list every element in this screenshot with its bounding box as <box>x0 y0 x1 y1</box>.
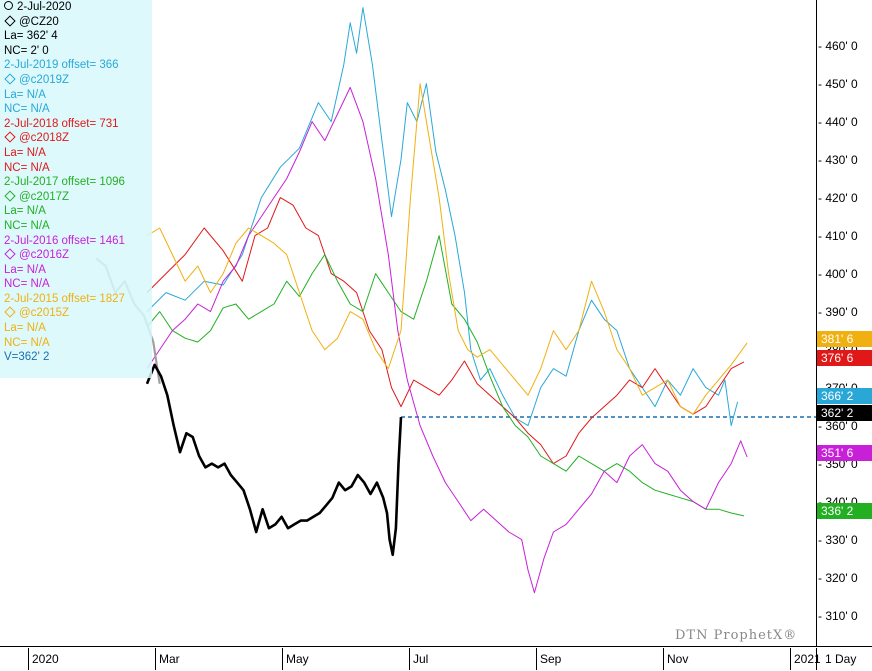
price-tag: 366' 2 <box>817 388 872 404</box>
time-axis-separator <box>409 648 410 670</box>
legend-comparison-change: NC= N/A <box>0 161 152 176</box>
legend-comparison-last: La= N/A <box>0 263 152 278</box>
legend-comparison-symbol: @c2018Z <box>0 131 152 146</box>
period-selector[interactable]: 1 Day <box>816 648 872 670</box>
watermark: DTN ProphetX® <box>675 628 798 643</box>
legend-comparison-last: La= N/A <box>0 88 152 103</box>
price-tick-label: - 420' 0 <box>818 190 858 205</box>
price-tick-label: - 460' 0 <box>818 38 858 53</box>
legend-comparison-change: NC= N/A <box>0 336 152 351</box>
price-tag: 336' 2 <box>817 503 872 519</box>
legend-date: 2-Jul-2020 <box>17 1 72 13</box>
price-tick-label: - 320' 0 <box>818 570 858 585</box>
legend-comparison-header-text: 2-Jul-2015 offset= 1827 <box>4 292 125 305</box>
legend-comparison-header: 2-Jul-2016 offset= 1461 <box>0 234 152 249</box>
price-tick-label: - 400' 0 <box>818 266 858 281</box>
time-axis-separator <box>790 648 791 670</box>
series-line-5 <box>146 86 748 594</box>
price-tick-label: - 430' 0 <box>818 152 858 167</box>
time-tick-label: May <box>286 652 309 666</box>
legend-comparison-last-text: La= N/A <box>4 88 46 101</box>
diamond-icon <box>4 131 16 144</box>
legend-comparison-change-text: NC= N/A <box>4 336 50 349</box>
legend-main-change: NC= 2' 0 <box>4 44 49 57</box>
legend-comparisons: 2-Jul-2019 offset= 366 @c2019Z La= N/A NC= … <box>0 58 152 350</box>
price-tag: 381' 6 <box>817 331 872 347</box>
price-axis[interactable] <box>816 0 872 646</box>
legend-comparison-symbol-text: @c2016Z <box>19 249 70 262</box>
legend-comparison-header-text: 2-Jul-2019 offset= 366 <box>4 59 119 72</box>
time-tick-label: Mar <box>159 652 180 666</box>
price-tick-label: - 410' 0 <box>818 228 858 243</box>
time-tick-label: 2021 <box>794 652 821 666</box>
legend-comparison-symbol-text: @c2019Z <box>19 73 70 86</box>
price-tick-label: - 360' 0 <box>818 418 858 433</box>
legend-comparison-symbol-text: @c2015Z <box>19 307 70 320</box>
legend-comparison-last: La= N/A <box>0 204 152 219</box>
legend-main-symbol: @CZ20 <box>19 15 59 28</box>
legend-main-symbol-row: @CZ20 <box>0 14 152 30</box>
time-tick-label: 2020 <box>32 652 59 666</box>
legend-comparison-change-text: NC= N/A <box>4 161 50 174</box>
series-layer <box>95 7 748 594</box>
legend-comparison-symbol: @c2015Z <box>0 306 152 321</box>
series-line-0 <box>145 363 403 557</box>
series-line-2 <box>146 7 739 427</box>
price-tick-label: - 440' 0 <box>818 114 858 129</box>
legend-comparison-header-text: 2-Jul-2017 offset= 1096 <box>4 176 125 189</box>
legend-comparison-header-text: 2-Jul-2016 offset= 1461 <box>4 234 125 247</box>
legend-comparison-change-text: NC= N/A <box>4 278 50 291</box>
price-tick-label: - 390' 0 <box>818 304 858 319</box>
time-tick-label: Jul <box>413 652 429 666</box>
chart-legend[interactable]: 2-Jul-2020 @CZ20 La= 362' 4 NC= 2' 0 2-J… <box>0 0 152 378</box>
time-axis-separator <box>663 648 664 670</box>
time-axis[interactable] <box>0 646 872 671</box>
price-tag: 362' 2 <box>817 405 872 421</box>
legend-comparison-header: 2-Jul-2015 offset= 1827 <box>0 292 152 307</box>
legend-comparison-change: NC= N/A <box>0 102 152 117</box>
legend-comparison-symbol: @c2016Z <box>0 248 152 263</box>
legend-comparison-change: NC= N/A <box>0 219 152 234</box>
legend-volume: V=362' 2 <box>4 351 50 364</box>
legend-comparison-change: NC= N/A <box>0 277 152 292</box>
legend-comparison-symbol-text: @c2017Z <box>19 190 70 203</box>
series-line-3 <box>146 197 745 465</box>
legend-comparison-last-text: La= N/A <box>4 263 46 276</box>
legend-comparison-header-text: 2-Jul-2018 offset= 731 <box>4 117 119 130</box>
legend-comparison-last-text: La= N/A <box>4 322 46 335</box>
legend-comparison-symbol-text: @c2018Z <box>19 132 70 145</box>
legend-comparison-last-text: La= N/A <box>4 205 46 218</box>
diamond-icon <box>4 248 16 260</box>
time-tick-label: Nov <box>667 652 689 666</box>
legend-date-row: 2-Jul-2020 <box>0 0 152 15</box>
price-tag: 376' 6 <box>817 350 872 366</box>
legend-main-last: La= 362' 4 <box>4 30 58 43</box>
time-axis-separator <box>282 648 283 670</box>
series-line-6 <box>146 83 748 415</box>
diamond-icon <box>4 14 16 27</box>
time-axis-separator <box>155 648 156 670</box>
legend-comparison-symbol: @c2017Z <box>0 190 152 205</box>
legend-comparison-last: La= N/A <box>0 146 152 161</box>
diamond-icon <box>4 190 16 202</box>
time-axis-separator <box>536 648 537 670</box>
magnifier-icon <box>4 1 13 10</box>
price-tick-label: - 330' 0 <box>818 532 858 547</box>
legend-comparison-last-text: La= N/A <box>4 146 46 159</box>
price-tag: 351' 6 <box>817 445 872 461</box>
price-tick-label: - 310' 0 <box>818 608 858 623</box>
diamond-icon <box>4 306 16 319</box>
series-line-4 <box>146 235 745 517</box>
legend-comparison-change-text: NC= N/A <box>4 219 50 232</box>
time-tick-label: Sep <box>540 652 562 666</box>
diamond-icon <box>4 73 16 85</box>
time-axis-separator <box>28 648 29 670</box>
legend-comparison-change-text: NC= N/A <box>4 103 50 116</box>
legend-comparison-last: La= N/A <box>0 321 152 336</box>
legend-comparison-header: 2-Jul-2018 offset= 731 <box>0 117 152 132</box>
legend-comparison-header: 2-Jul-2017 offset= 1096 <box>0 175 152 190</box>
price-tick-label: - 450' 0 <box>818 76 858 91</box>
legend-comparison-symbol: @c2019Z <box>0 73 152 88</box>
legend-comparison-header: 2-Jul-2019 offset= 366 <box>0 58 152 73</box>
